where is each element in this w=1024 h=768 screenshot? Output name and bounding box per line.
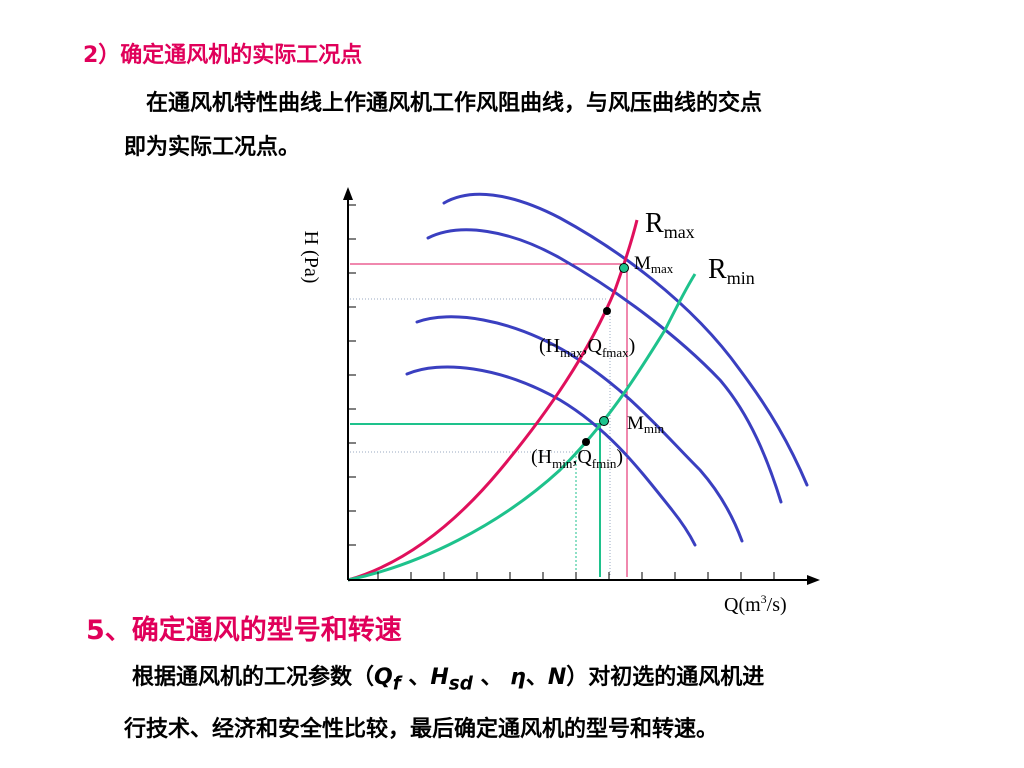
point-max-label: (Hmax,Qfmax) xyxy=(539,335,635,360)
separator: 、 xyxy=(525,665,548,690)
separator: 、 xyxy=(472,665,511,690)
r-min-resistance-curve xyxy=(347,273,697,582)
fan-curve-1 xyxy=(442,192,809,487)
y-axis-ticks xyxy=(348,204,356,546)
point-min-label: (Hmin,Qfmin) xyxy=(531,446,623,471)
r-max-resistance-curve xyxy=(347,219,639,582)
fan-curve-2 xyxy=(426,228,783,504)
operating-point-paragraph: 在通风机特性曲线上作通风机工作风阻曲线，与风压曲线的交点 即为实际工况点。 xyxy=(124,82,944,170)
actual-point-max xyxy=(603,307,611,315)
h-symbol: H xyxy=(430,665,449,690)
fan-curve-3 xyxy=(415,315,744,543)
q-subscript: f xyxy=(392,673,401,695)
h-subscript: sd xyxy=(448,673,473,695)
fan-curve-4 xyxy=(405,365,697,547)
paragraph-line: 即为实际工况点。 xyxy=(124,135,301,160)
paragraph-line: 行技术、经济和安全性比较，最后确定通风机的型号和转速。 xyxy=(124,717,719,743)
r-max-label: Rmax xyxy=(645,208,695,242)
m-max-point xyxy=(619,263,629,273)
m-min-point xyxy=(599,416,609,426)
section-heading-model-selection: 5、确定通风的型号和转速 xyxy=(86,615,402,646)
paragraph-text: 根据通风机的工况参数（ xyxy=(132,665,375,690)
x-axis-ticks xyxy=(377,572,775,580)
m-min-label: Mmin xyxy=(627,413,665,436)
n-symbol: N xyxy=(547,665,567,690)
separator: 、 xyxy=(400,665,431,690)
y-axis-arrow xyxy=(343,187,353,200)
paragraph-text: ）对初选的通风机进 xyxy=(566,665,765,690)
section-heading-operating-point: 2）确定通风机的实际工况点 xyxy=(83,43,363,68)
x-axis-arrow xyxy=(807,575,820,585)
paragraph-line: 根据通风机的工况参数（Qf 、Hsd 、 η、N）对初选的通风机进 xyxy=(124,655,954,707)
y-axis-label: H (Pa) xyxy=(300,231,322,284)
q-symbol: Q xyxy=(374,665,393,690)
x-axis-label: Q(m3/s) xyxy=(724,592,787,616)
m-max-label: Mmax xyxy=(634,253,674,276)
paragraph-line: 在通风机特性曲线上作通风机工作风阻曲线，与风压曲线的交点 xyxy=(146,91,763,116)
fan-pressure-curves xyxy=(405,192,809,547)
actual-point-min xyxy=(582,438,590,446)
model-selection-paragraph: 根据通风机的工况参数（Qf 、Hsd 、 η、N）对初选的通风机进 行技术、经济… xyxy=(124,655,954,753)
eta-symbol: η xyxy=(510,665,526,690)
r-min-label: Rmin xyxy=(708,254,755,288)
